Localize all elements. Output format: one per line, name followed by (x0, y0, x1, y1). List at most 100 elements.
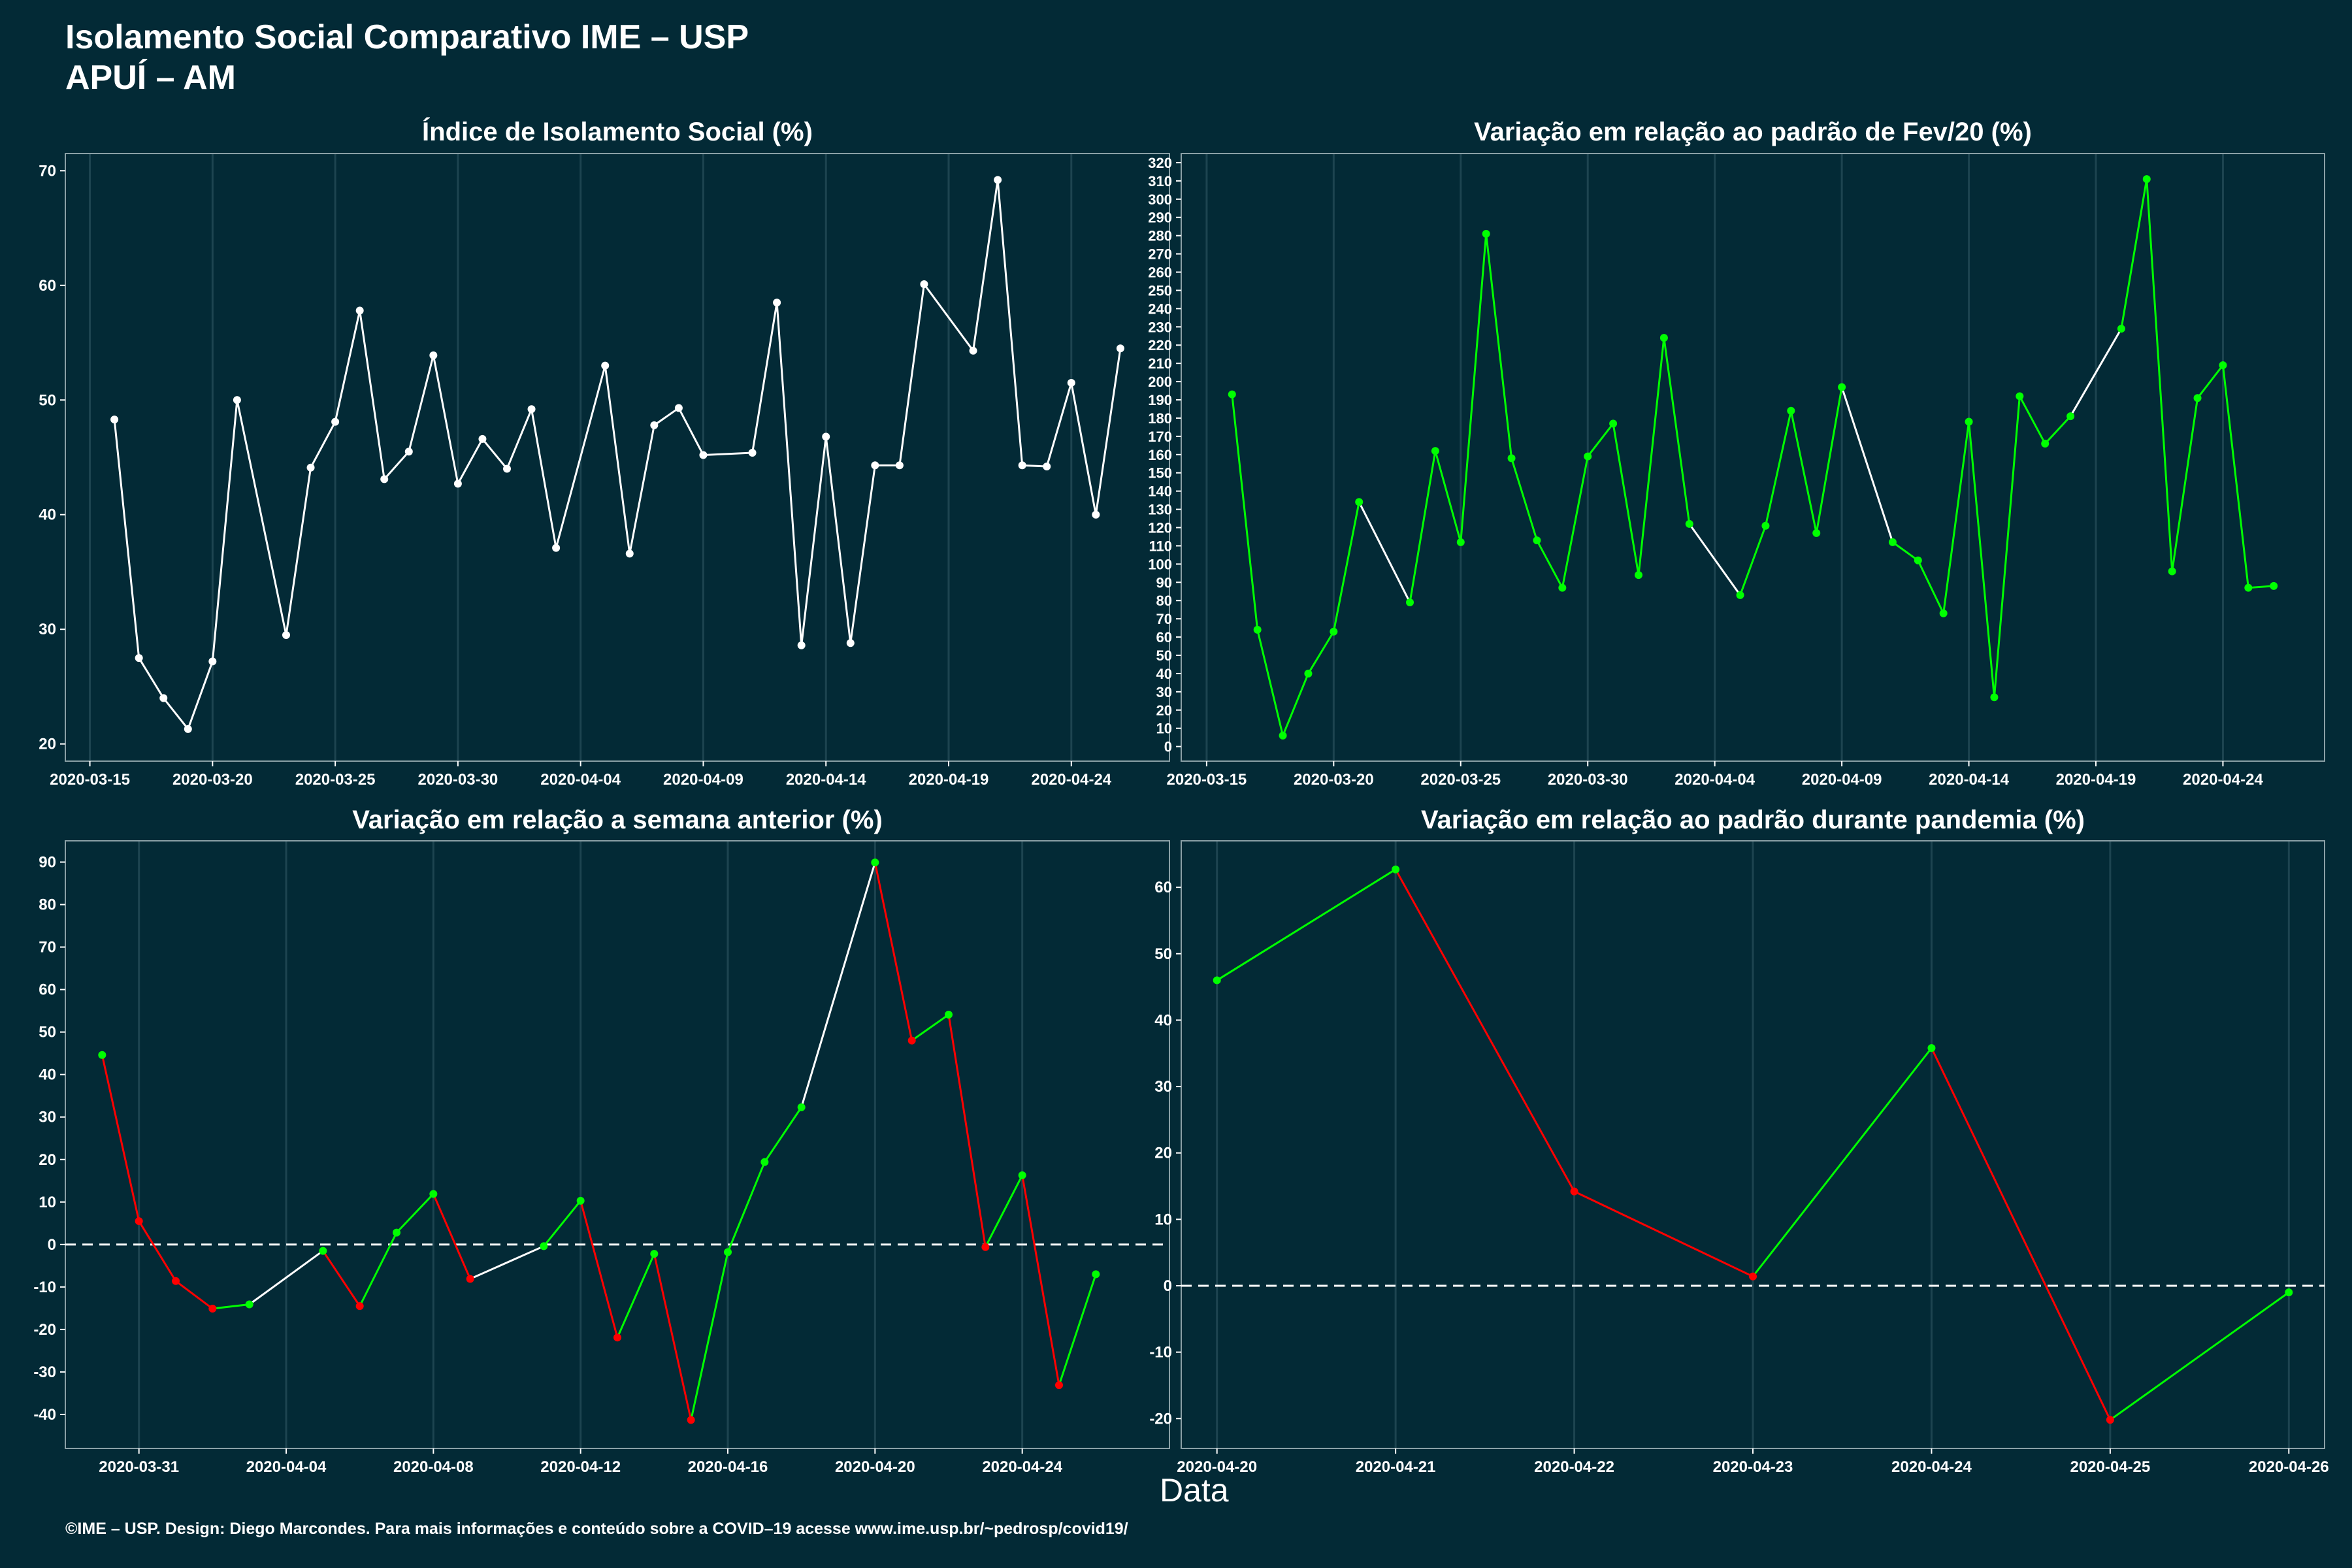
data-point (429, 1190, 438, 1198)
data-point (1659, 334, 1668, 342)
series-segment (1434, 450, 1462, 543)
data-point (355, 306, 364, 315)
y-tick-label: 70 (39, 939, 56, 956)
y-tick-label: 200 (1148, 374, 1172, 390)
x-tick-label: 2020-04-04 (1674, 771, 1755, 789)
y-tick-label: -20 (1149, 1410, 1172, 1428)
data-point (1392, 865, 1400, 874)
data-point (466, 1275, 474, 1283)
data-point (552, 544, 561, 552)
chart-panel-2: Variação em relação ao padrão de Fev/20 … (1148, 118, 2325, 789)
chart-panel-4: Variação em relação ao padrão durante pa… (1149, 806, 2328, 1476)
series-segment (1094, 348, 1122, 515)
data-point (1990, 693, 1999, 702)
data-point (2270, 581, 2278, 590)
series-segment (113, 419, 140, 659)
series-segment (911, 1013, 949, 1041)
y-tick-label: 70 (39, 162, 56, 180)
data-point (172, 1277, 180, 1285)
y-tick-label: 30 (1156, 684, 1172, 700)
data-point (1939, 609, 1948, 617)
y-tick-label: -10 (1149, 1344, 1172, 1362)
y-tick-label: 10 (39, 1194, 56, 1211)
data-point (2142, 175, 2151, 184)
y-tick-label: 40 (39, 506, 56, 524)
chart-panel-1: Índice de Isolamento Social (%) 20 30 40 50 6… (39, 117, 1170, 789)
series-segment (101, 1054, 140, 1222)
data-point (920, 280, 928, 289)
data-point (1914, 556, 1922, 564)
data-point (135, 1217, 143, 1226)
data-point (1067, 378, 1075, 387)
data-point (601, 361, 610, 370)
series-segment (1460, 233, 1488, 542)
series-segment (1931, 1047, 2112, 1420)
data-point (2066, 412, 2075, 421)
x-tick-label: 2020-03-25 (1420, 771, 1501, 789)
data-point (380, 475, 389, 483)
data-point (907, 1036, 916, 1045)
series-segment (800, 436, 827, 645)
y-tick-label: 130 (1148, 502, 1172, 518)
series-segment (334, 310, 361, 422)
y-tick-label: 50 (1154, 945, 1172, 963)
data-point (871, 461, 879, 470)
data-point (306, 463, 315, 472)
y-tick-label: 120 (1148, 520, 1172, 536)
y-tick-label: 0 (48, 1236, 56, 1254)
series-segment (187, 661, 214, 730)
series-segment (1332, 502, 1360, 632)
data-point (1558, 583, 1567, 592)
y-tick-label: 50 (39, 1024, 56, 1041)
y-tick-label: 220 (1148, 337, 1172, 353)
data-point (1749, 1272, 1757, 1281)
data-point (1927, 1044, 1936, 1053)
series-segment (653, 1253, 693, 1420)
x-tick-label: 2020-04-09 (663, 771, 743, 789)
series-segment (1256, 629, 1284, 736)
y-tick-label: -10 (33, 1279, 56, 1296)
x-tick-label: 2020-04-23 (1713, 1458, 1793, 1476)
x-tick-label: 2020-04-21 (1356, 1458, 1436, 1476)
data-point (1507, 454, 1516, 463)
data-point (2193, 394, 2202, 402)
data-point (773, 299, 781, 307)
series-segment (1663, 337, 1691, 525)
series-segment (506, 408, 532, 470)
main-title-line1: Isolamento Social Comparativo IME – USP (65, 18, 749, 56)
series-segment (2044, 416, 2072, 445)
y-tick-label: 180 (1148, 410, 1172, 427)
data-point (1533, 536, 1541, 545)
series-segment (1021, 1175, 1060, 1386)
y-tick-label: 280 (1148, 228, 1172, 244)
data-point (135, 654, 143, 662)
series-segment (898, 284, 925, 466)
x-tick-label: 2020-04-14 (786, 771, 866, 789)
series-segment (408, 355, 434, 452)
data-point (453, 480, 462, 488)
series-segment (616, 1253, 655, 1338)
x-tick-label: 2020-04-20 (1177, 1458, 1257, 1476)
y-tick-label: 0 (1164, 739, 1172, 755)
series-segment (2120, 178, 2148, 329)
plot-border (65, 153, 1170, 762)
x-tick-label: 2020-03-20 (172, 771, 253, 789)
x-tick-label: 2020-04-08 (393, 1458, 474, 1476)
series-segment (629, 425, 655, 554)
series-segment (1511, 457, 1538, 541)
data-point (1018, 1171, 1026, 1179)
x-tick-label: 2020-03-25 (295, 771, 376, 789)
data-point (1092, 1270, 1100, 1279)
data-point (527, 405, 536, 414)
data-point (98, 1051, 106, 1059)
series-segment (457, 438, 483, 485)
data-point (1609, 419, 1618, 428)
series-segment (2146, 179, 2174, 572)
data-point (1812, 529, 1821, 537)
data-point (1685, 519, 1693, 528)
y-tick-label: 0 (1164, 1277, 1172, 1295)
series-segment (470, 1245, 544, 1280)
data-point (1431, 447, 1439, 455)
data-point (2106, 1416, 2114, 1424)
data-point (748, 448, 757, 457)
